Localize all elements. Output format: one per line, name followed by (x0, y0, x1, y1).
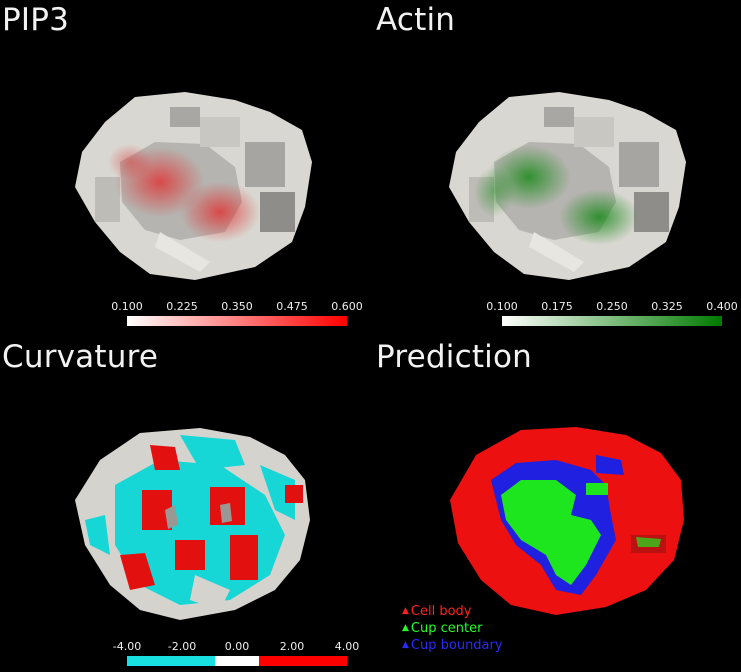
pip3-colorbar: 0.100 0.225 0.350 0.475 0.600 (111, 300, 363, 326)
actin-tick-label: 0.175 (541, 300, 573, 313)
pip3-tick-label: 0.475 (276, 300, 308, 313)
actin-tick-label: 0.325 (651, 300, 683, 313)
curvature-colorbar-gradient (127, 656, 347, 666)
triangle-icon: ▲ (402, 606, 409, 616)
legend-label: Cell body (410, 604, 472, 619)
prediction-title: Prediction (376, 339, 533, 375)
pip3-tick-label: 0.100 (111, 300, 143, 313)
pip3-title: PIP3 (2, 2, 70, 38)
curvature-tick-label: -2.00 (167, 640, 197, 653)
curvature-tick-label: 0.00 (224, 640, 250, 653)
actin-title: Actin (376, 2, 456, 38)
actin-tick-label: 0.400 (706, 300, 738, 313)
curvature-tick-label: 2.00 (279, 640, 305, 653)
pip3-colorbar-gradient (127, 316, 347, 326)
pip3-tick-label: 0.350 (221, 300, 253, 313)
actin-cell-render (449, 92, 686, 280)
legend-item-cup-center: ▲ Cup center (402, 620, 503, 637)
actin-colorbar-gradient (502, 316, 722, 326)
curvature-tick-label: -4.00 (112, 640, 142, 653)
legend-label: Cup center (410, 621, 483, 636)
prediction-cell-render (450, 427, 684, 615)
actin-tick-label: 0.250 (596, 300, 628, 313)
prediction-legend: ▲ Cell body ▲ Cup center ▲ Cup boundary (402, 603, 503, 654)
curvature-cell-render (75, 428, 310, 620)
actin-tick-label: 0.100 (486, 300, 518, 313)
pip3-tick-label: 0.600 (331, 300, 363, 313)
legend-item-cell-body: ▲ Cell body (402, 603, 503, 620)
legend-item-cup-boundary: ▲ Cup boundary (402, 637, 503, 654)
triangle-icon: ▲ (402, 640, 409, 650)
curvature-colorbar: -4.00 -2.00 0.00 2.00 4.00 (113, 640, 359, 666)
curvature-tick-label: 4.00 (334, 640, 360, 653)
legend-label: Cup boundary (410, 638, 503, 653)
actin-colorbar: 0.100 0.175 0.250 0.325 0.400 (486, 300, 738, 326)
curvature-title: Curvature (2, 339, 159, 375)
pip3-cell-render (75, 92, 312, 280)
pip3-tick-label: 0.225 (166, 300, 198, 313)
triangle-icon: ▲ (402, 623, 409, 633)
